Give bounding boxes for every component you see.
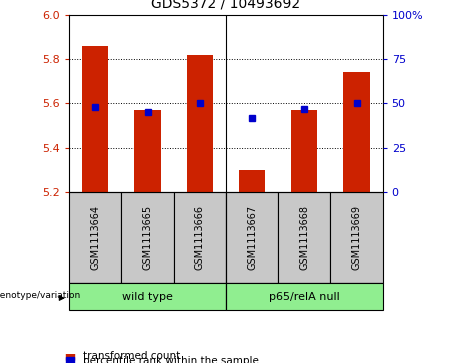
Bar <box>343 72 370 192</box>
Bar <box>226 283 383 310</box>
Text: genotype/variation: genotype/variation <box>0 291 81 300</box>
Bar <box>69 283 226 310</box>
Text: p65/relA null: p65/relA null <box>269 292 340 302</box>
Text: percentile rank within the sample: percentile rank within the sample <box>83 356 259 363</box>
Bar <box>331 192 383 283</box>
Bar <box>121 192 174 283</box>
Text: GSM1113665: GSM1113665 <box>142 205 153 270</box>
Title: GDS5372 / 10493692: GDS5372 / 10493692 <box>151 0 301 11</box>
Bar <box>135 110 160 192</box>
Text: GSM1113664: GSM1113664 <box>90 205 100 270</box>
Bar <box>239 170 265 192</box>
Bar <box>82 46 108 192</box>
Bar <box>291 110 317 192</box>
Text: transformed count: transformed count <box>83 351 180 362</box>
Bar <box>226 192 278 283</box>
Text: GSM1113668: GSM1113668 <box>299 205 309 270</box>
Text: GSM1113666: GSM1113666 <box>195 205 205 270</box>
Bar <box>187 54 213 192</box>
Text: wild type: wild type <box>122 292 173 302</box>
Bar <box>278 192 331 283</box>
Bar <box>174 192 226 283</box>
Text: GSM1113667: GSM1113667 <box>247 205 257 270</box>
Bar <box>69 192 121 283</box>
Text: GSM1113669: GSM1113669 <box>351 205 361 270</box>
